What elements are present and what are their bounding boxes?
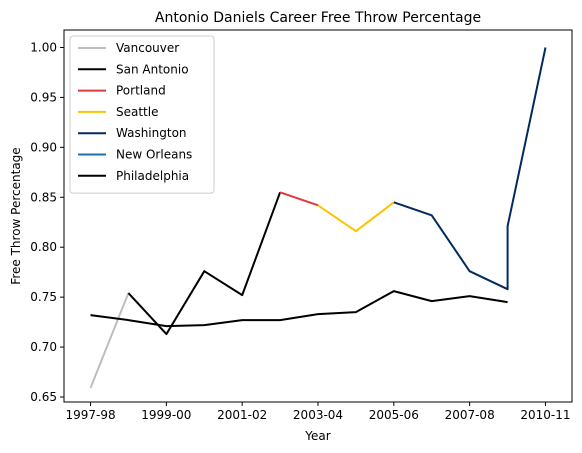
x-tick-label: 2010-11 (520, 408, 570, 422)
y-axis-label: Free Throw Percentage (9, 147, 23, 284)
y-tick-label: 0.65 (30, 390, 57, 404)
series-line-san-antonio (128, 192, 280, 334)
x-tick-label: 2007-08 (445, 408, 495, 422)
x-tick-label: 1999-00 (141, 408, 191, 422)
y-tick-label: 0.70 (30, 340, 57, 354)
legend: Vancouver San Antonio Portland Seattle Washi… (70, 36, 214, 193)
legend-label: Philadelphia (116, 169, 189, 183)
legend-label: Washington (116, 126, 187, 140)
series-line-portland (280, 192, 318, 205)
chart-title: Antonio Daniels Career Free Throw Percen… (155, 10, 481, 26)
x-axis-label: Year (304, 429, 330, 443)
x-tick-label: 2005-06 (369, 408, 419, 422)
x-tick-label: 2001-02 (217, 408, 267, 422)
y-tick-label: 0.80 (30, 240, 57, 254)
legend-label: New Orleans (116, 148, 192, 162)
y-tick-label: 0.95 (30, 90, 57, 104)
series-line-seattle (318, 202, 394, 231)
legend-label: Portland (116, 84, 166, 98)
series-line-vancouver (91, 293, 129, 388)
legend-label: Vancouver (116, 41, 179, 55)
x-tick-label: 1997-98 (65, 408, 115, 422)
series-line-washington (394, 48, 546, 290)
legend-label: Seattle (116, 105, 158, 119)
y-tick-label: 0.90 (30, 140, 57, 154)
y-tick-label: 0.85 (30, 190, 57, 204)
y-tick-label: 0.75 (30, 290, 57, 304)
legend-label: San Antonio (116, 62, 189, 76)
x-tick-label: 2003-04 (293, 408, 343, 422)
y-tick-label: 1.00 (30, 40, 57, 54)
